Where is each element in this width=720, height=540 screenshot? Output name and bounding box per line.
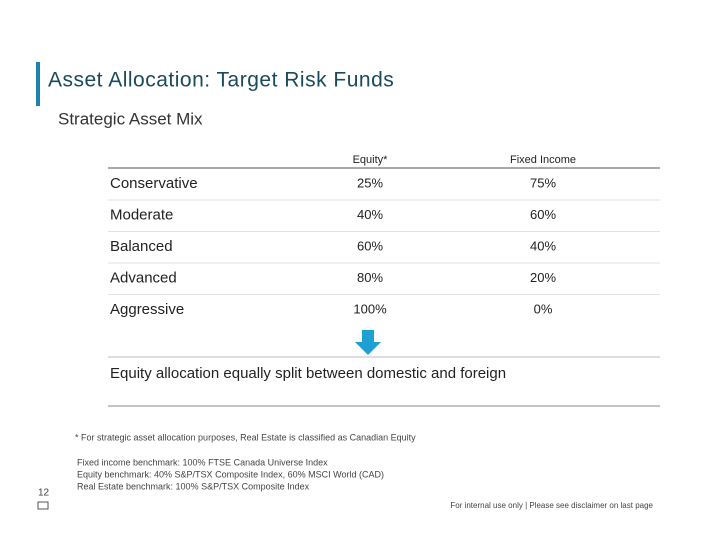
cell: 80% xyxy=(357,270,383,285)
title: Asset Allocation: Target Risk Funds xyxy=(48,69,394,92)
callout: Equity allocation equally split between … xyxy=(110,365,506,382)
benchmark: Real Estate benchmark: 100% S&P/TSX Comp… xyxy=(77,481,310,491)
cell: 40% xyxy=(530,238,556,253)
cell: 60% xyxy=(357,238,383,253)
subtitle: Strategic Asset Mix xyxy=(58,109,203,128)
benchmark: Fixed income benchmark: 100% FTSE Canada… xyxy=(77,457,328,467)
cell: 40% xyxy=(357,207,383,222)
row-label: Advanced xyxy=(110,269,177,286)
table-body: Conservative 25% 75% Moderate 40% 60% Balanced… xyxy=(108,175,660,318)
title-accent xyxy=(36,62,40,106)
footer: For internal use only | Please see discl… xyxy=(450,501,653,510)
cell: 100% xyxy=(353,301,387,316)
row-label: Balanced xyxy=(110,238,173,255)
column-header: Fixed Income xyxy=(510,154,576,166)
row-label: Aggressive xyxy=(110,301,184,318)
row-label: Moderate xyxy=(110,206,173,223)
footnote: * For strategic asset allocation purpose… xyxy=(75,432,416,442)
logo-icon xyxy=(37,501,49,510)
page-number: 12 xyxy=(38,488,50,499)
column-header: Equity* xyxy=(353,154,389,166)
row-label: Conservative xyxy=(110,175,198,192)
cell: 0% xyxy=(534,301,553,316)
cell: 60% xyxy=(530,207,556,222)
benchmark: Equity benchmark: 40% S&P/TSX Composite … xyxy=(77,469,384,479)
cell: 25% xyxy=(357,175,383,190)
cell: 75% xyxy=(530,175,556,190)
down-arrow xyxy=(355,330,381,355)
cell: 20% xyxy=(530,270,556,285)
